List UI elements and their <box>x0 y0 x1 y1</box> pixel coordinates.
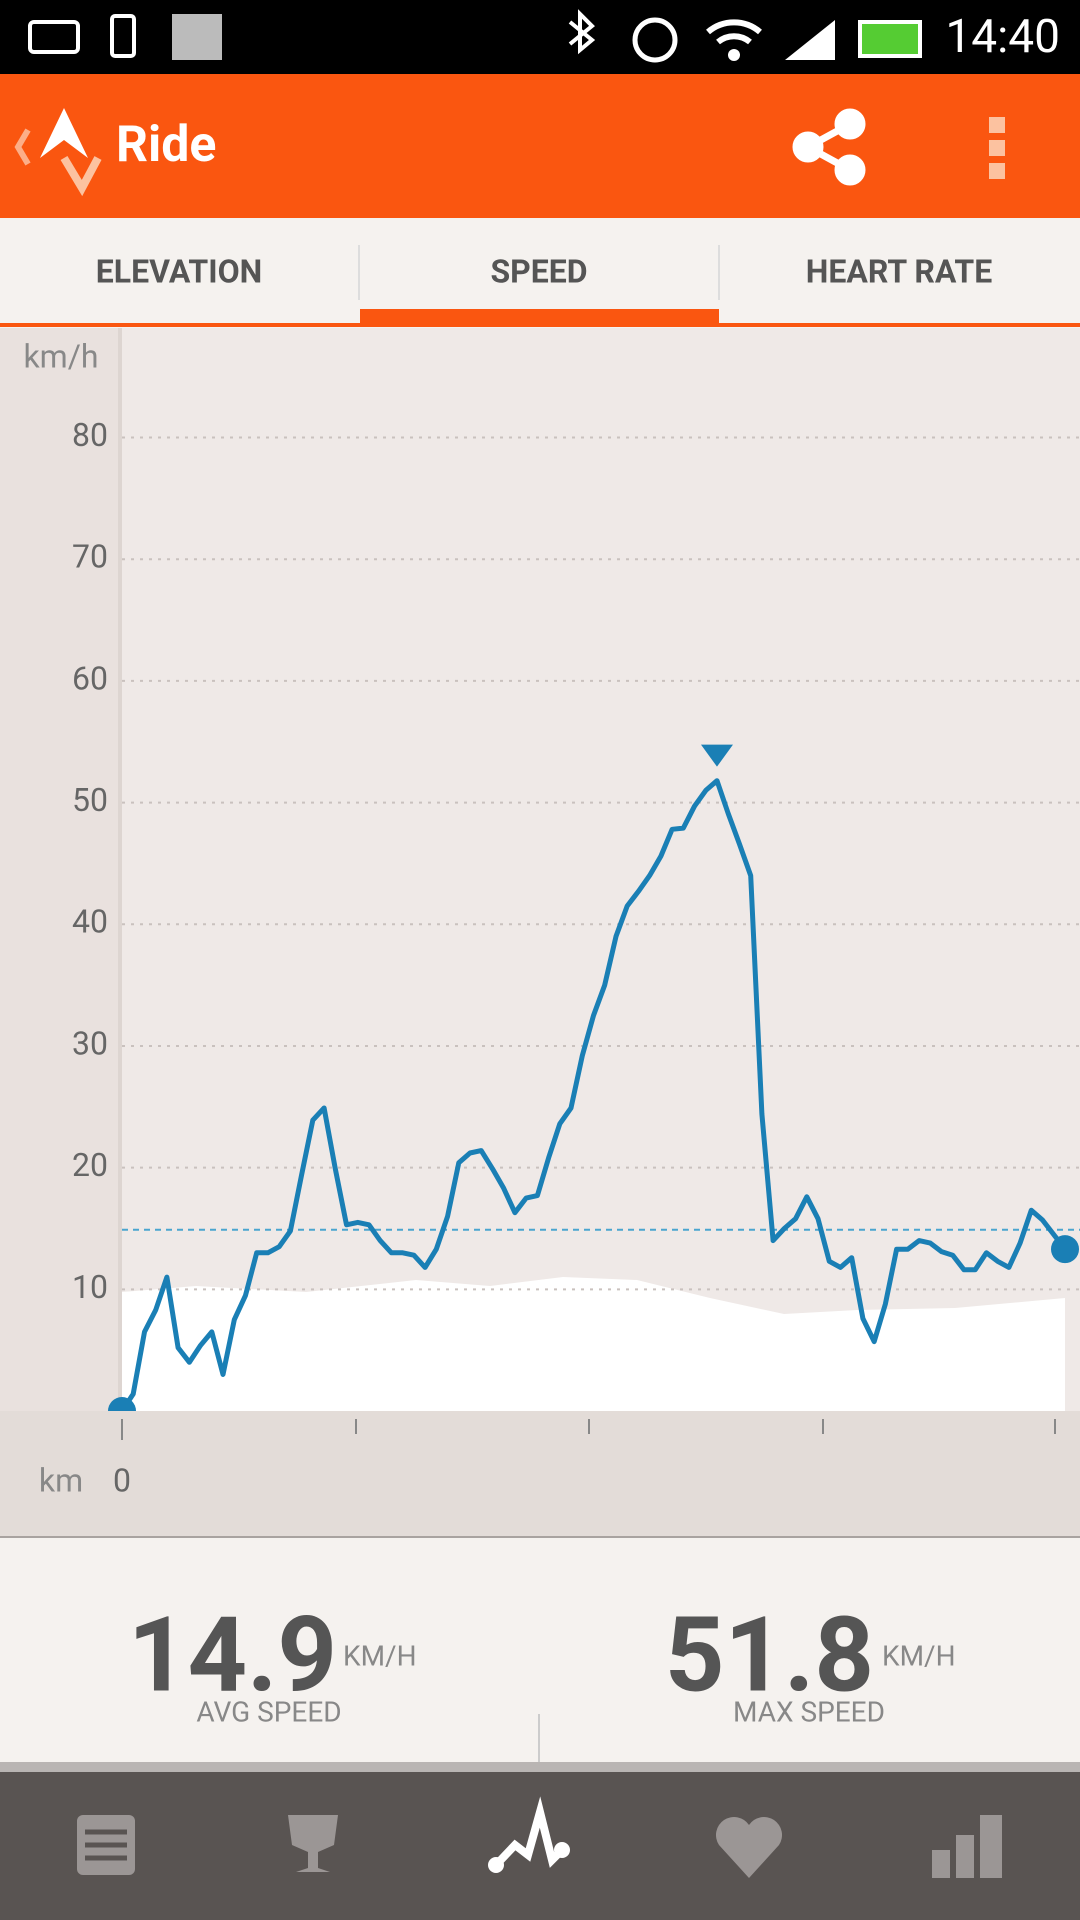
y-tick-label: 40 <box>72 903 108 941</box>
status-icon <box>172 14 222 60</box>
y-tick-label: 30 <box>72 1024 108 1062</box>
y-tick-label: 60 <box>72 659 108 697</box>
nav-analysis[interactable] <box>488 1857 504 1873</box>
nav-shadow <box>0 1762 1080 1772</box>
status-icon <box>110 14 136 58</box>
speed-line <box>119 778 1067 1413</box>
y-axis-label: km/h <box>23 337 98 375</box>
tab-indicator <box>360 309 719 325</box>
status-icon <box>28 20 80 54</box>
tab[interactable]: ELEVATION <box>96 252 262 290</box>
x-axis-panel <box>0 1411 1080 1537</box>
overflow-menu[interactable] <box>989 117 1005 179</box>
y-tick-label: 70 <box>72 538 108 576</box>
endpoint <box>1051 1235 1079 1264</box>
bluetooth-icon <box>568 9 596 55</box>
app-bar <box>0 74 1080 218</box>
max-speed-label: MAX SPEED <box>733 1695 885 1728</box>
tab-selected[interactable]: SPEED <box>490 252 587 290</box>
y-tick-label: 10 <box>72 1268 108 1306</box>
plot-background <box>0 328 1080 1411</box>
wifi-icon <box>728 49 740 61</box>
x-axis-label: km <box>39 1461 83 1499</box>
bottom-nav <box>0 1772 1080 1920</box>
max-marker <box>700 744 733 767</box>
avg-speed-value: 14.9 <box>128 1595 337 1716</box>
x-tick-label: 0 <box>113 1461 131 1499</box>
tab[interactable]: HEART RATE <box>806 252 993 290</box>
avg-speed-label: AVG SPEED <box>196 1695 341 1728</box>
signal-icon <box>785 20 835 60</box>
max-speed-unit: KM/H <box>882 1639 956 1672</box>
status-time: 14:40 <box>945 10 1060 64</box>
up-icon[interactable] <box>14 128 31 166</box>
wifi-icon <box>706 19 762 45</box>
battery-icon <box>858 20 922 58</box>
y-axis-panel <box>0 328 122 1411</box>
nav-stats[interactable] <box>932 1815 1002 1878</box>
app-title: Ride <box>116 116 216 174</box>
app-logo[interactable] <box>40 108 88 158</box>
y-tick-label: 50 <box>72 781 108 819</box>
nav-achievements[interactable] <box>288 1815 338 1872</box>
nav-analysis[interactable] <box>554 1842 570 1858</box>
nav-overview-lines <box>85 1829 127 1861</box>
tab-underline <box>0 323 1080 327</box>
y-axis-shadow <box>118 328 122 1411</box>
alarm-icon <box>632 17 678 63</box>
y-tick-label: 20 <box>72 1146 108 1184</box>
nav-heart-rate[interactable] <box>715 1816 783 1878</box>
y-tick-label: 80 <box>72 416 108 454</box>
avg-speed-unit: KM/H <box>343 1639 417 1672</box>
app-logo[interactable] <box>60 155 102 197</box>
share-button[interactable] <box>792 108 866 186</box>
nav-analysis[interactable] <box>493 1796 565 1868</box>
elevation-profile <box>122 1277 1065 1411</box>
max-speed-value: 51.8 <box>665 1595 874 1716</box>
